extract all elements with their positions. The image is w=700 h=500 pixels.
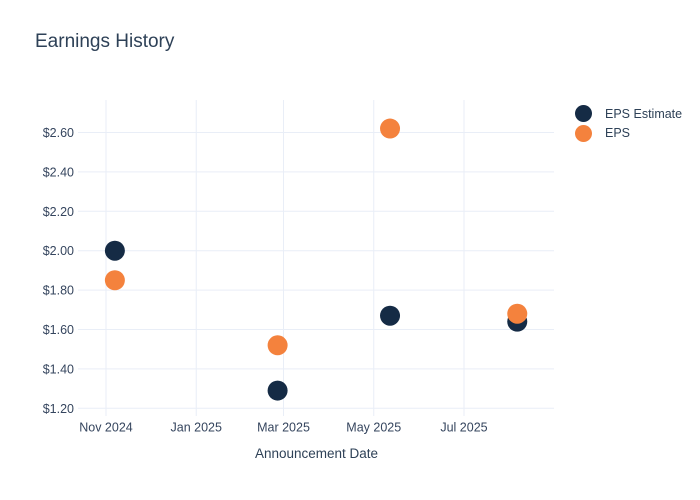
- legend-label-eps-estimate: EPS Estimate: [605, 106, 683, 121]
- data-point-eps-estimate[interactable]: [267, 380, 288, 401]
- y-tick-label: $2.60: [43, 126, 74, 140]
- legend: EPS Estimate EPS: [575, 105, 682, 142]
- data-point-eps[interactable]: [267, 335, 288, 356]
- y-tick-label: $1.80: [43, 284, 74, 298]
- eps-marker-icon: [575, 124, 592, 142]
- data-point-eps[interactable]: [507, 303, 528, 324]
- legend-item-eps-estimate[interactable]: EPS Estimate: [575, 105, 682, 122]
- x-tick-label: Mar 2025: [257, 421, 310, 435]
- chart-title: Earnings History: [35, 31, 175, 52]
- data-point-eps-estimate[interactable]: [380, 305, 401, 326]
- y-tick-label: $1.20: [43, 402, 74, 416]
- y-tick-label: $2.40: [43, 165, 74, 179]
- legend-item-eps[interactable]: EPS: [575, 124, 682, 142]
- y-tick-label: $1.60: [43, 323, 74, 337]
- data-point-eps-estimate[interactable]: [104, 240, 125, 261]
- y-tick-label: $2.00: [43, 244, 74, 258]
- y-tick-label: $2.20: [43, 205, 74, 219]
- eps-estimate-marker-icon: [575, 105, 592, 122]
- legend-label-eps: EPS: [605, 126, 631, 140]
- x-axis-title: Announcement Date: [254, 446, 379, 461]
- x-tick-label: Jul 2025: [440, 421, 487, 435]
- eps-swatch: [575, 124, 592, 142]
- x-tick-label: Nov 2024: [79, 421, 133, 435]
- y-tick-label: $1.40: [43, 362, 74, 376]
- eps-estimate-swatch: [575, 105, 592, 122]
- x-tick-label: Jan 2025: [171, 421, 222, 435]
- x-tick-label: May 2025: [346, 421, 401, 435]
- data-point-eps[interactable]: [380, 118, 401, 139]
- data-point-eps[interactable]: [104, 270, 125, 291]
